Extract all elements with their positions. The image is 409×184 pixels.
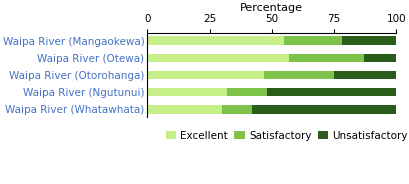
Bar [147,88,227,96]
Bar [227,88,267,96]
Bar [252,105,396,114]
Bar [147,105,222,114]
Bar [147,54,289,62]
Bar [289,54,364,62]
Bar [364,54,396,62]
Bar [284,36,342,45]
X-axis label: Percentage: Percentage [240,3,303,13]
Bar [264,71,334,79]
Bar [222,105,252,114]
Bar [147,36,284,45]
Bar [334,71,396,79]
Bar [342,36,396,45]
Legend: Excellent, Satisfactory, Unsatisfactory: Excellent, Satisfactory, Unsatisfactory [162,127,409,145]
Bar [147,71,264,79]
Bar [267,88,396,96]
